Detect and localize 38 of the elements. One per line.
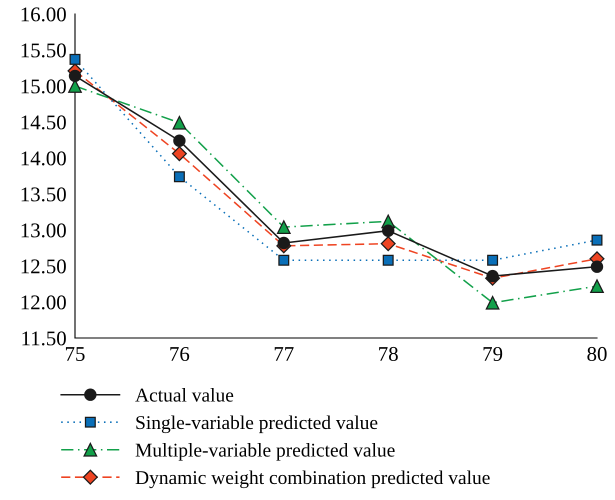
y-tick-label: 12.50 (22, 259, 66, 274)
y-tick-label: 14.50 (22, 115, 66, 130)
point (487, 254, 498, 266)
y-tick-label: 15.50 (22, 43, 66, 58)
legend-label: Actual value (135, 388, 234, 402)
point (382, 254, 394, 266)
point (172, 146, 187, 162)
x-tick-label: 78 (379, 346, 398, 361)
x-tick-label: 77 (274, 347, 294, 361)
point (278, 254, 290, 266)
y-tick-label: 11.50 (22, 331, 66, 346)
y-tick-label: 13.50 (22, 187, 66, 202)
legend-label: Dynamic weight combination predicted value (136, 470, 490, 488)
point (592, 234, 602, 246)
y-tick-label: 13.00 (22, 223, 66, 238)
y-tick-label: 16.00 (22, 7, 66, 22)
point (173, 134, 186, 147)
point (380, 236, 396, 252)
point (486, 296, 500, 310)
legend-label: Single-variable predicted value (136, 415, 378, 434)
point (486, 270, 499, 282)
y-tick-label: 14.00 (22, 151, 66, 166)
x-tick-label: 76 (170, 346, 190, 361)
point (68, 70, 82, 82)
x-tick-label: 75 (66, 347, 85, 361)
legend-label: Multiple-variable predicted value (136, 443, 395, 461)
x-tick-label: 79 (484, 346, 502, 361)
y-tick-label: 12.00 (22, 295, 66, 310)
point (174, 171, 185, 182)
point (70, 54, 80, 65)
y-tick-label: 15.00 (22, 79, 66, 94)
point (172, 116, 186, 130)
point (382, 224, 394, 237)
point (590, 279, 604, 294)
point (278, 236, 290, 250)
point (276, 220, 291, 234)
x-tick-label: 80 (587, 346, 607, 361)
point (590, 260, 604, 273)
